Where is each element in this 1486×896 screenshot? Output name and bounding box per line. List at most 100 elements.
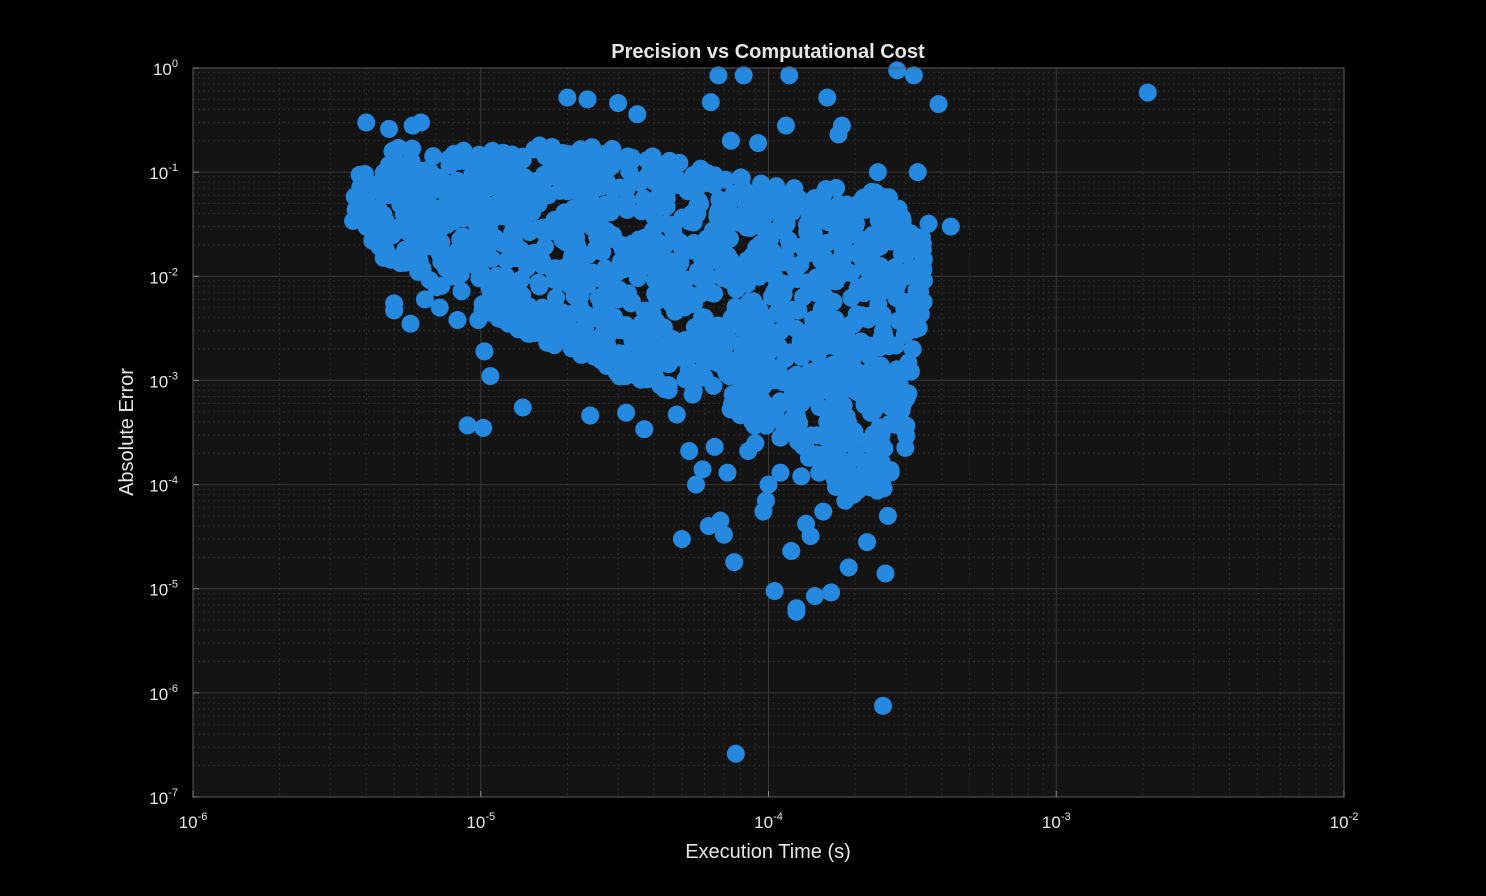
cluster-point <box>812 251 831 270</box>
cluster-point <box>761 229 780 248</box>
cluster-point <box>648 259 667 278</box>
data-point <box>876 564 895 583</box>
cluster-point <box>783 201 802 220</box>
y-tick-label: 10-7 <box>149 787 178 808</box>
cluster-point <box>449 144 468 163</box>
cluster-point <box>470 241 489 260</box>
cluster-point <box>462 254 481 273</box>
cluster-point <box>593 197 612 216</box>
cluster-point <box>762 287 781 306</box>
cluster-anchor-point <box>672 340 691 359</box>
cluster-point <box>612 235 631 254</box>
data-point <box>705 437 724 456</box>
cluster-point <box>847 467 866 486</box>
data-point <box>481 367 500 386</box>
cluster-anchor-point <box>471 186 490 205</box>
data-point <box>469 311 488 330</box>
cluster-point <box>657 189 676 208</box>
data-point <box>687 475 706 494</box>
cluster-anchor-point <box>504 235 523 254</box>
data-point <box>581 406 600 425</box>
cluster-point <box>903 340 922 359</box>
data-point <box>613 350 632 369</box>
data-point <box>782 542 801 561</box>
cluster-point <box>427 278 446 297</box>
data-point <box>888 61 907 80</box>
cluster-point <box>641 158 660 177</box>
cluster-anchor-point <box>609 290 628 309</box>
data-point <box>874 696 893 715</box>
cluster-point <box>673 286 692 305</box>
data-point <box>448 311 467 330</box>
y-tick-label: 10-1 <box>149 162 178 183</box>
cluster-point <box>720 271 739 290</box>
cluster-point <box>690 240 709 259</box>
cluster-point <box>555 156 574 175</box>
data-point <box>513 398 532 417</box>
cluster-point <box>593 242 612 261</box>
cluster-point <box>533 251 552 270</box>
cluster-point <box>786 319 805 338</box>
y-tick-label: 10-2 <box>149 266 178 287</box>
data-point <box>474 418 493 437</box>
cluster-anchor-point <box>371 173 390 192</box>
x-tick-label: 10-6 <box>179 811 208 832</box>
cluster-anchor-point <box>846 217 865 236</box>
data-point <box>801 527 820 546</box>
data-point <box>680 442 699 461</box>
cluster-point <box>847 429 866 448</box>
cluster-point <box>610 178 629 197</box>
cluster-point <box>484 172 503 191</box>
data-point <box>929 95 948 114</box>
cluster-point <box>811 318 830 337</box>
cluster-point <box>654 158 673 177</box>
cluster-point <box>837 195 856 214</box>
cluster-point <box>751 210 770 229</box>
cluster-point <box>409 262 428 281</box>
cluster-point <box>355 165 374 184</box>
cluster-point <box>722 395 741 414</box>
cluster-point <box>701 283 720 302</box>
cluster-point <box>597 356 616 375</box>
data-point <box>941 217 960 236</box>
cluster-point <box>504 172 523 191</box>
cluster-anchor-point <box>397 186 416 205</box>
cluster-point <box>789 301 808 320</box>
cluster-anchor-point <box>427 167 446 186</box>
cluster-point <box>897 416 916 435</box>
cluster-point <box>899 384 918 403</box>
cluster-point <box>495 190 514 209</box>
cluster-point <box>427 234 446 253</box>
data-point <box>701 93 720 112</box>
cluster-anchor-point <box>759 340 778 359</box>
cluster-point <box>475 221 494 240</box>
data-point <box>578 90 597 109</box>
cluster-anchor-point <box>530 277 549 296</box>
cluster-point <box>771 428 790 447</box>
cluster-point <box>747 238 766 257</box>
cluster-point <box>877 464 896 483</box>
data-point <box>475 342 494 361</box>
cluster-point <box>897 301 916 320</box>
cluster-point <box>767 401 786 420</box>
cluster-point <box>792 347 811 366</box>
cluster-point <box>424 147 443 166</box>
cluster-point <box>689 191 708 210</box>
cluster-point <box>826 384 845 403</box>
cluster-point <box>488 231 507 250</box>
cluster-point <box>453 227 472 246</box>
cluster-point <box>825 466 844 485</box>
cluster-point <box>518 258 537 277</box>
cluster-point <box>413 211 432 230</box>
data-point <box>878 506 897 525</box>
data-point <box>839 558 858 577</box>
data-point <box>489 298 508 317</box>
cluster-point <box>515 219 534 238</box>
cluster-point <box>895 241 914 260</box>
cluster-anchor-point <box>792 394 811 413</box>
cluster-point <box>462 155 481 174</box>
data-point <box>530 136 549 155</box>
data-point <box>780 66 799 85</box>
cluster-point <box>725 211 744 230</box>
